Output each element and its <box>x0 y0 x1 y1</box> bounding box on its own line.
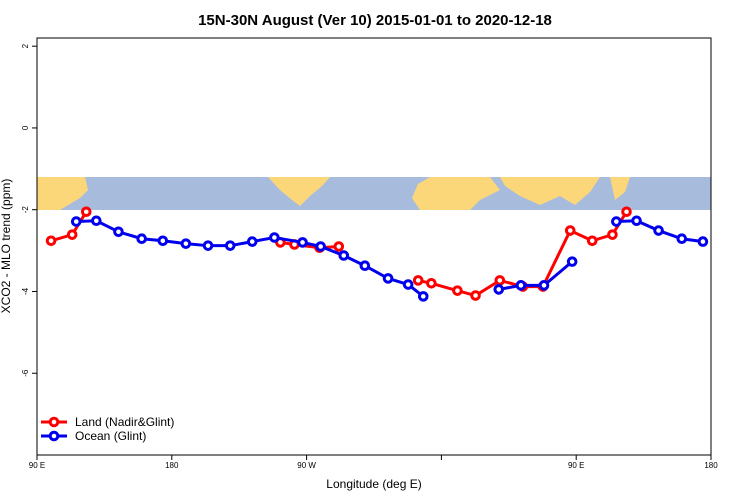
data-point <box>333 241 345 252</box>
x-tick-label: 90 E <box>29 461 45 470</box>
data-point <box>382 273 394 284</box>
data-point <box>697 236 709 247</box>
data-point <box>631 215 642 227</box>
data-point <box>80 206 92 218</box>
data-point <box>621 206 632 218</box>
x-tick-label: 180 <box>704 461 718 470</box>
y-axis-label: XCO2 - MLO trend (ppm) <box>0 179 13 314</box>
data-point <box>607 229 618 240</box>
data-point <box>566 256 578 267</box>
y-tick-label: -2 <box>21 206 30 214</box>
data-point <box>45 235 57 247</box>
data-point <box>113 226 124 238</box>
land-shape <box>268 177 330 206</box>
x-tick-label: 90 E <box>568 461 584 470</box>
legend-label: Land (Nadir&Glint) <box>75 415 174 429</box>
data-point <box>653 225 664 236</box>
data-point <box>452 285 463 296</box>
data-point <box>515 280 527 291</box>
data-point <box>180 238 192 249</box>
data-point <box>297 237 308 248</box>
legend-marker <box>48 416 60 428</box>
y-tick-label: -4 <box>21 287 30 295</box>
land-shape <box>412 177 500 210</box>
data-point <box>359 260 371 272</box>
data-point <box>70 216 82 227</box>
data-point <box>202 240 214 251</box>
data-point <box>402 279 414 290</box>
land-shape <box>500 177 600 205</box>
data-point <box>417 291 429 302</box>
data-point <box>611 216 622 227</box>
land-shape <box>610 177 630 200</box>
map-strip <box>37 177 711 210</box>
data-point <box>494 275 506 286</box>
x-axis-label: Longitude (deg E) <box>326 477 421 491</box>
plot-frame <box>36 37 712 456</box>
data-point <box>564 225 576 236</box>
series-line <box>280 240 339 250</box>
data-point <box>586 235 598 247</box>
chart-title: 15N-30N August (Ver 10) 2015-01-01 to 20… <box>198 12 552 29</box>
data-point <box>136 233 147 245</box>
data-point <box>246 236 258 247</box>
y-tick-label: 0 <box>21 125 30 130</box>
legend-marker <box>48 430 60 442</box>
data-point <box>269 232 280 243</box>
data-point <box>493 284 505 295</box>
y-tick-label: -6 <box>21 369 30 377</box>
data-point <box>426 277 437 289</box>
data-point <box>676 233 688 245</box>
data-point <box>157 235 169 247</box>
legend-label: Ocean (Glint) <box>75 429 146 443</box>
y-tick-label: 2 <box>21 43 30 48</box>
data-point <box>412 275 424 286</box>
series-line <box>76 219 425 298</box>
x-tick-label: 90 W <box>297 461 316 470</box>
data-point <box>91 215 102 227</box>
data-point <box>315 241 326 252</box>
data-point <box>66 229 78 240</box>
x-tick-label: 180 <box>165 461 179 470</box>
data-point <box>470 290 481 301</box>
data-point <box>338 250 350 261</box>
land-shape <box>37 177 88 210</box>
ocean-band <box>37 177 711 210</box>
data-point <box>224 240 236 251</box>
data-point <box>538 280 550 291</box>
series <box>70 215 709 302</box>
series-line <box>498 260 574 291</box>
